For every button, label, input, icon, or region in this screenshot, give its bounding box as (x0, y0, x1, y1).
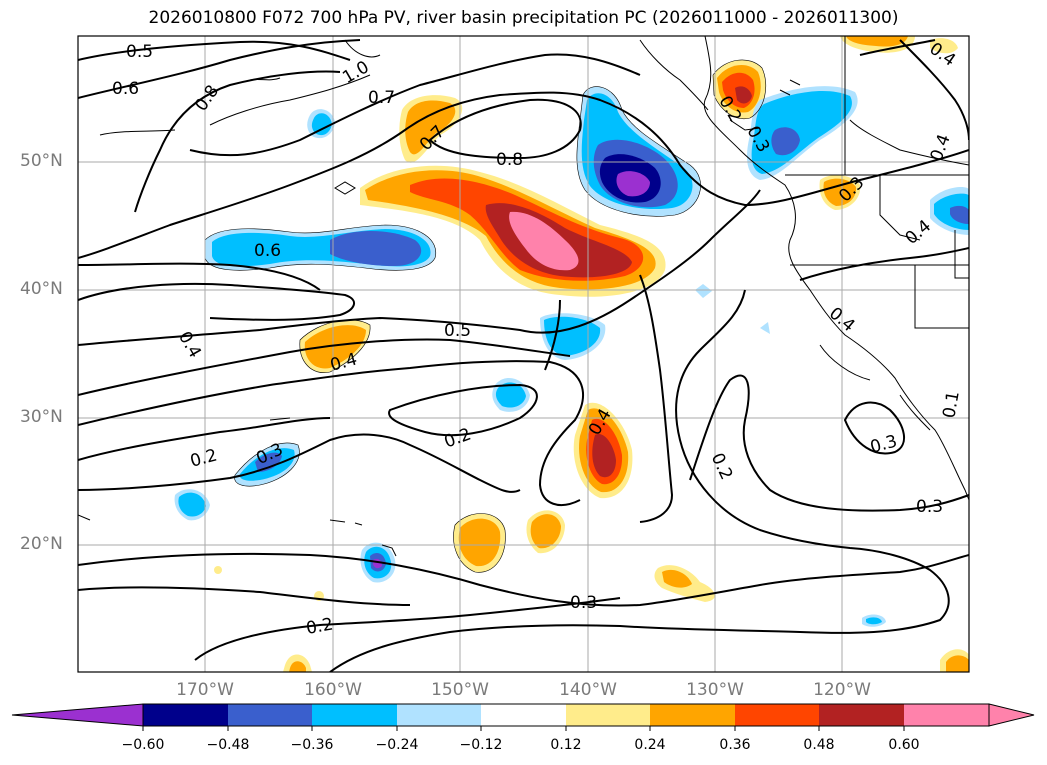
contour-label: 0.6 (254, 241, 281, 261)
colorbar-segment (735, 704, 819, 726)
colorbar-segment (481, 704, 566, 726)
pv-contours (78, 39, 969, 672)
colorbar-segment (819, 704, 904, 726)
lat-label-20n: 20°N (20, 534, 63, 554)
contour-label: 0.2 (305, 615, 335, 639)
colorbar-tick-label: 0.24 (634, 737, 666, 753)
colorbar-tick-label: 0.48 (803, 737, 835, 753)
colorbar-segment (228, 704, 312, 726)
colorbar-extend-min (11, 703, 144, 727)
lon-label-170w: 170°W (176, 680, 234, 700)
lon-label-160w: 160°W (304, 680, 362, 700)
lon-label-120w: 120°W (813, 680, 871, 700)
shading-outlines (204, 59, 766, 573)
colorbar-segment (904, 704, 989, 726)
contour-label: 0.7 (368, 88, 395, 108)
contour-label: 0.3 (570, 593, 597, 613)
map-title: 2026010800 F072 700 hPa PV, river basin … (148, 8, 899, 28)
contour-label: 0.5 (444, 321, 471, 341)
colorbar-tick-label: −0.12 (459, 737, 503, 753)
graticule (78, 36, 969, 672)
colorbar-tick-label: −0.36 (290, 737, 334, 753)
map-area (78, 36, 969, 672)
positive-precip-shading (214, 36, 969, 672)
negative-precip-shading (174, 86, 969, 627)
colorbar-tick-label: 0.60 (888, 737, 920, 753)
colorbar-extend-max (988, 703, 1035, 727)
lon-label-130w: 130°W (686, 680, 744, 700)
colorbar-tick-label: 0.36 (719, 737, 751, 753)
colorbar-segment (143, 704, 228, 726)
lon-label-140w: 140°W (559, 680, 617, 700)
lat-label-30n: 30°N (20, 407, 63, 427)
coastlines (78, 36, 969, 557)
lat-label-40n: 40°N (20, 279, 63, 299)
lon-label-150w: 150°W (431, 680, 489, 700)
colorbar-segment (650, 704, 735, 726)
contour-label: 0.6 (112, 79, 139, 99)
contour-label: 0.1 (939, 390, 963, 420)
colorbar-segment (397, 704, 481, 726)
colorbar-tick-label: 0.12 (550, 737, 582, 753)
colorbar (11, 703, 1035, 731)
lat-label-50n: 50°N (20, 151, 63, 171)
map-frame (77, 35, 970, 673)
contour-label: 0.5 (126, 42, 153, 62)
colorbar-tick-label: −0.24 (375, 737, 419, 753)
colorbar-tick-label: −0.60 (121, 737, 165, 753)
contour-label: 0.8 (496, 150, 523, 170)
colorbar-segment (312, 704, 397, 726)
contour-label: 0.3 (916, 497, 943, 517)
colorbar-tick-label: −0.48 (206, 737, 250, 753)
colorbar-segment (566, 704, 650, 726)
